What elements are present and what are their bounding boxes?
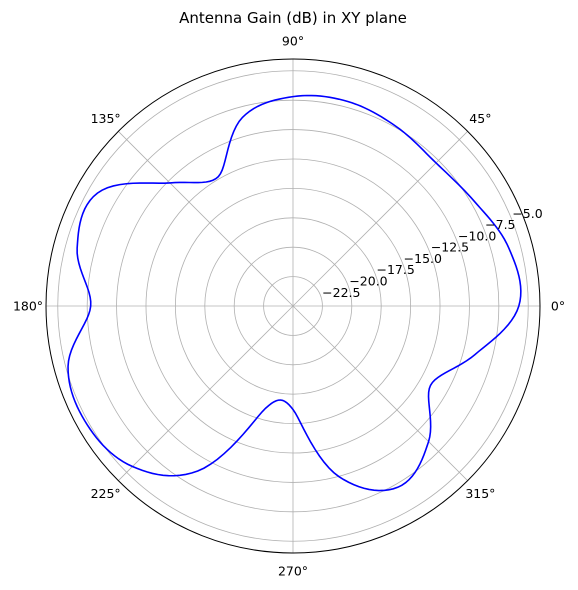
theta-gridline xyxy=(118,131,294,307)
theta-tick-label: 45° xyxy=(469,111,491,126)
theta-gridline xyxy=(118,305,294,481)
polar-grid xyxy=(45,58,541,554)
r-tick-label: −20.0 xyxy=(349,273,387,288)
r-tick-label: −15.0 xyxy=(404,251,442,266)
r-tick-label: −17.5 xyxy=(377,262,415,277)
theta-tick-label: 180° xyxy=(13,299,43,314)
theta-tick-label: 315° xyxy=(465,486,495,501)
r-tick-label: −22.5 xyxy=(322,285,360,300)
series-layer xyxy=(67,94,522,492)
r-tick-label: −10.0 xyxy=(458,228,496,243)
theta-tick-label: 90° xyxy=(282,34,304,49)
theta-gridline xyxy=(292,131,468,307)
theta-tick-labels: 0° 45° 90° 135° 180° 225° 270° 315° xyxy=(13,34,565,579)
polar-frame xyxy=(45,58,541,554)
theta-tick-label: 225° xyxy=(91,486,121,501)
radial-tick-labels: −22.5−20.0−17.5−15.0−12.5−10.0−7.5−5.0 xyxy=(322,206,543,300)
theta-tick-label: 270° xyxy=(278,564,308,579)
chart-title: Antenna Gain (dB) in XY plane xyxy=(179,9,407,27)
r-tick-label: −7.5 xyxy=(485,217,515,232)
theta-tick-label: 135° xyxy=(91,111,121,126)
theta-gridline xyxy=(292,305,468,481)
r-tick-label: −5.0 xyxy=(512,206,542,221)
r-tick-label: −12.5 xyxy=(431,240,469,255)
theta-tick-label: 0° xyxy=(551,299,565,314)
series-line xyxy=(67,94,522,492)
